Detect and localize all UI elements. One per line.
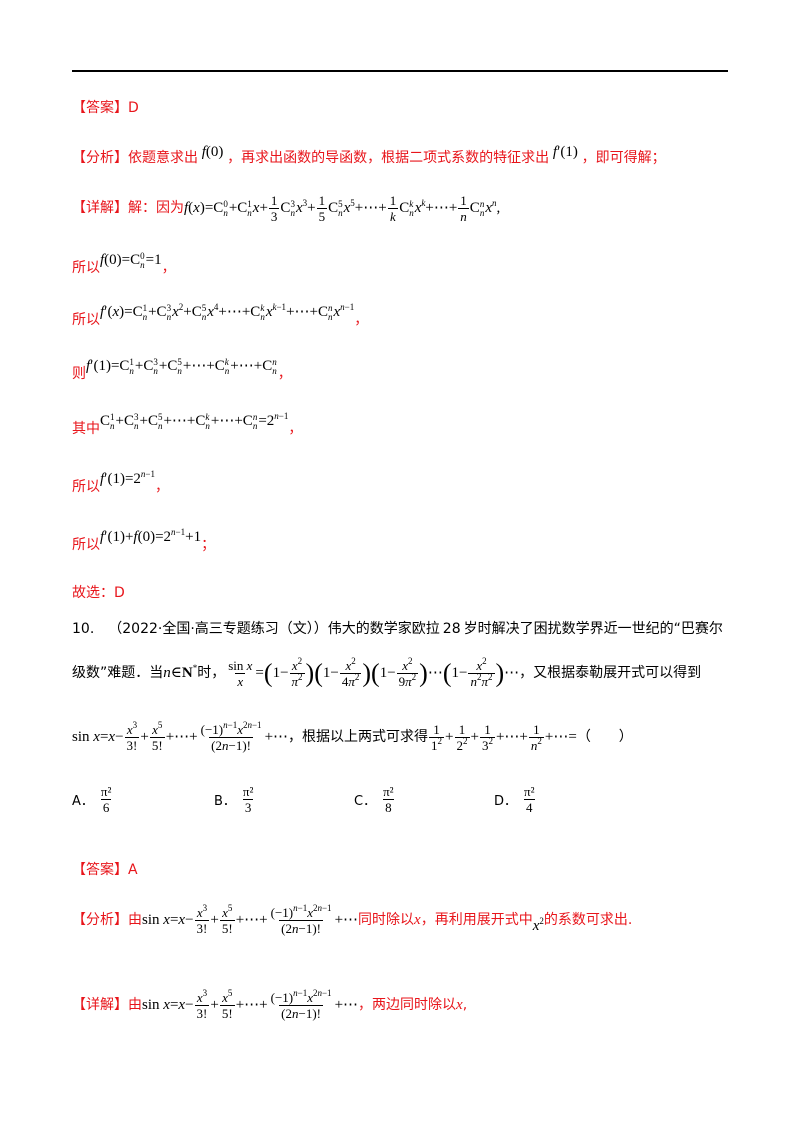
option-d[interactable]: D． π² 4 [494,784,537,815]
detail-text: ，两边同时除以 [358,996,457,1013]
option-numerator: π² [242,784,254,799]
detail-line-1: 【详解】解：因为f(x)=C0 n+C1 nx+ 1 3 C3 nx3+ 1 5 C5 nx5+⋯+… [72,193,501,224]
analysis-text: 由 [128,911,142,928]
option-denominator: 4 [524,799,535,815]
option-denominator: 6 [100,799,112,815]
math-euler-product: sin x x =(1− x2 π2)(1− x2 4π2)(1− x2 9π2)⋯(1− x2 n… [228,656,520,690]
detail-tag: 【详解】 [72,996,128,1013]
option-label: D． [494,794,518,809]
question-10-line-3: sin x=x− x3 3! + x5 5! +⋯+ (−1)n−1x2n−1 (2n−1)! +… [72,720,633,754]
word-qizhong: 其中 [72,421,100,437]
question-text: 级数”难题．当 [72,664,164,681]
option-numerator: π² [524,784,535,799]
math-basel-sum: 1 12 +1 22 +1 32 +⋯+ 1 n2 +⋯= [429,722,577,753]
analysis-line-2: 【分析】由sin x=x− x3 3! + x5 5! +⋯+ (−1)n−1x2n−1 (2n… [72,903,633,937]
math-f0-value: f(0)=C0 n=1 [100,250,162,270]
conclusion-tag: 故选： [72,585,114,601]
question-10-line-2: 级数”难题．当n∈N*时， sin x x =(1− x2 π2)(1− x2 4π2)(1−… [72,656,702,690]
option-a[interactable]: A． π² 6 [72,784,114,815]
option-label: A． [72,794,94,809]
word-ze: 则 [72,366,86,382]
option-label: C． [354,794,377,809]
word-suoyi: 所以 [72,260,100,276]
question-text: 时， [197,664,226,681]
answer-tag: 【答案】 [72,100,128,116]
analysis-text: 的系数可求出. [543,911,633,928]
detail-line-3: 所以f′(x)=C1 n+C3 nx2+C5 nx4+⋯+Ck nxk−1+⋯+Cn nx… [72,302,369,329]
analysis-text: ，即可得解； [581,150,666,166]
math-fprime-1-sum: f′(1)=C1 n+C3 n+C5 n+⋯+Ck n+⋯+Cn n [86,356,277,376]
question-number: 10. [72,621,95,637]
option-numerator: π² [100,784,112,799]
option-c[interactable]: C． π² 8 [354,784,397,815]
question-source: （2022·全国·高三专题练习（文）） [108,621,328,637]
math-taylor-sin-2: sin x=x− x3 3! + x5 5! +⋯+ (−1)n−1x2n−1 (2n−1)! +… [142,903,359,937]
answer-blank: （ ） [576,728,633,745]
question-text: ，根据以上两式可求得 [288,728,429,745]
detail-text: 由 [128,996,142,1013]
detail-tag: 【详解】 [72,199,128,216]
math-taylor-sin-3: sin x=x− x3 3! + x5 5! +⋯+ (−1)n−1x2n−1 (2n−1)! +… [142,988,359,1022]
analysis-text: ，再求出函数的导函数，根据二项式系数的特征求出 [227,150,550,166]
word-suoyi: 所以 [72,537,100,553]
header-rule [72,70,728,72]
question-text: 伟大的数学家欧拉 [327,621,440,637]
detail-text: , [462,996,468,1013]
answer-line-2: 【答案】A [72,860,138,880]
math-fprime-1-value: f′(1)=2n−1 [100,469,155,488]
conclusion-line-1: 故选：D [72,583,125,603]
math-taylor-sin: sin x=x− x3 3! + x5 5! +⋯+ (−1)n−1x2n−1 (2n−1)! +… [72,720,289,754]
option-numerator: π² [383,784,394,799]
question-text: 岁时解决了困扰数学界近一世纪的“巴赛尔 [463,621,723,637]
math-fx-expansion: f(x)=C0 n+C1 nx+ 1 3 C3 nx3+ 1 5 C5 nx5+⋯+ 1 k Ck nxk+… [184,193,497,224]
answer-line-1: 【答案】D [72,98,139,118]
option-denominator: 8 [383,799,394,815]
math-fprime-x: f′(x)=C1 n+C3 nx2+C5 nx4+⋯+Ck nxk−1+⋯+Cn nxn−… [100,302,355,322]
analysis-text: 依题意求出 [128,150,198,166]
math-final-sum: f′(1)+f(0)=2n−1+1 [100,527,202,546]
answer-tag: 【答案】 [72,862,128,878]
question-10-line-1: 10. （2022·全国·高三专题练习（文））伟大的数学家欧拉 28 岁时解决了困扰数… [72,619,723,639]
math-x: x [456,996,463,1013]
math-f0: f(0) [201,144,228,160]
answer-value: D [128,100,139,116]
analysis-tag: 【分析】 [72,150,128,166]
detail-line-6: 所以f′(1)=2n−1， [72,469,169,496]
detail-text: 解：因为 [128,199,184,216]
option-label: B． [214,794,236,809]
math-odd-binomial-sum: C1 n+C3 n+C5 n+⋯+Ck n+⋯+Cn n=2n−1 [100,411,289,431]
detail-line-5: 其中C1 n+C3 n+C5 n+⋯+Ck n+⋯+Cn n=2n−1， [72,411,303,438]
analysis-tag: 【分析】 [72,911,128,928]
word-suoyi: 所以 [72,312,100,328]
question-age: 28 [442,621,461,637]
word-suoyi: 所以 [72,479,100,495]
detail-line-8: 【详解】由sin x=x− x3 3! + x5 5! +⋯+ (−1)n−1x2n−1 (2n… [72,988,468,1022]
analysis-text: 同时除以 [358,911,415,928]
option-denominator: 3 [242,799,254,815]
detail-line-4: 则f′(1)=C1 n+C3 n+C5 n+⋯+Ck n+⋯+Cn n， [72,356,292,382]
math-x-squared: x2 [532,915,544,934]
analysis-text: ，再利用展开式中 [420,911,533,928]
conclusion-value: D [114,585,125,601]
question-text: ，又根据泰勒展开式可以得到 [519,664,702,681]
math-fprime1: f′(1) [552,144,582,160]
detail-line-7: 所以f′(1)+f(0)=2n−1+1； [72,527,216,554]
answer-value: A [128,862,138,878]
option-b[interactable]: B． π² 3 [214,784,256,815]
math-n-in-N: n∈N* [163,662,198,681]
detail-line-2: 所以f(0)=C0 n=1， [72,250,176,276]
math-x: x [414,911,421,928]
analysis-line-1: 【分析】依题意求出 f(0) ，再求出函数的导函数，根据二项式系数的特征求出 f… [72,142,666,168]
